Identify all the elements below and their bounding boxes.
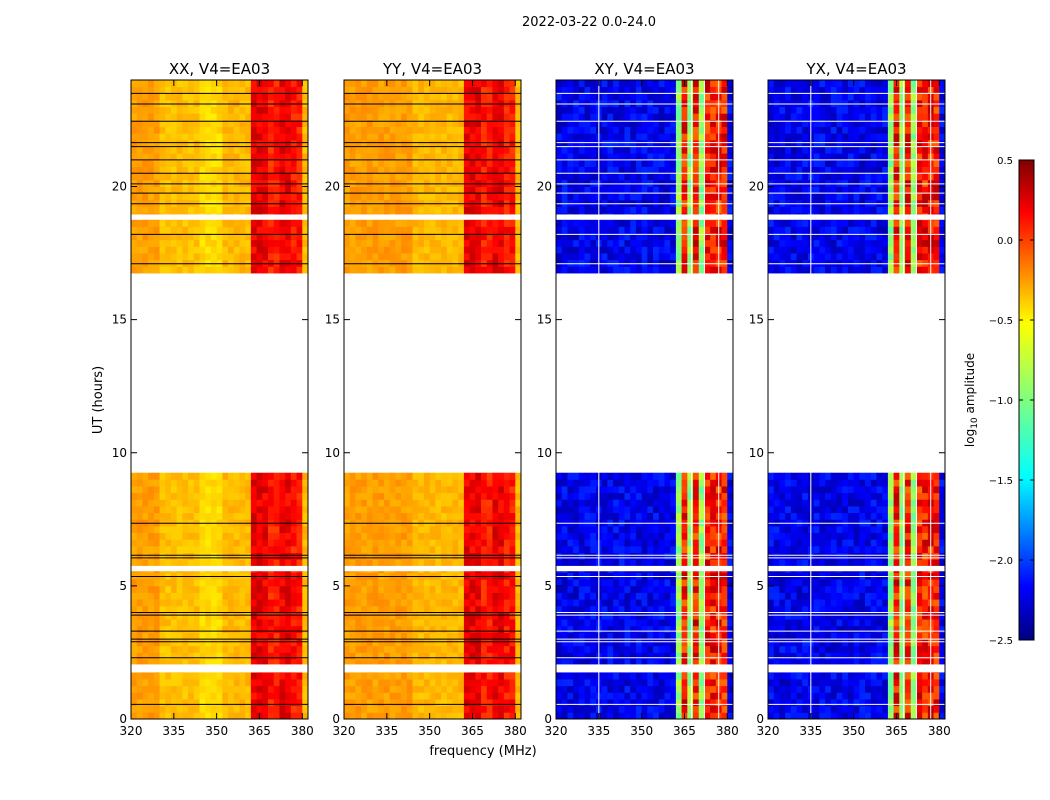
colorbar-tick-label: −1.5 <box>989 476 1013 487</box>
colorbar-tick-label: −0.5 <box>989 316 1013 327</box>
colorbar: 0.5 0.0 −0.5 −1.0 −1.5 −2.0 −2.5 log10 amplitu… <box>963 156 1035 647</box>
colorbar-ticks: 0.5 0.0 −0.5 −1.0 −1.5 −2.0 −2.5 <box>989 156 1034 647</box>
y-tick-label: 5 <box>544 579 552 593</box>
colorbar-label: log10 amplitude <box>963 353 980 447</box>
y-tick-label: 15 <box>537 313 552 327</box>
y-tick-label: 10 <box>112 446 127 460</box>
x-tick-label: 320 <box>120 724 143 738</box>
flagged-band <box>131 565 308 572</box>
x-tick-label: 380 <box>291 724 314 738</box>
flagged-band <box>556 214 733 220</box>
colorbar-tick-label: −1.0 <box>989 396 1013 407</box>
x-tick-label: 350 <box>418 724 441 738</box>
x-axis-label: frequency (MHz) <box>429 744 536 759</box>
flagged-band <box>768 565 945 572</box>
flagged-band <box>768 664 945 673</box>
flagged-band <box>131 664 308 673</box>
y-tick-label: 20 <box>112 180 127 194</box>
x-tick-label: 320 <box>333 724 356 738</box>
y-tick-label: 0 <box>119 712 127 726</box>
flagged-band <box>768 214 945 220</box>
y-axis-label: UT (hours) <box>91 366 106 434</box>
x-tick-label: 365 <box>885 724 908 738</box>
panel-frame <box>555 79 734 720</box>
y-tick-label: 0 <box>756 712 764 726</box>
x-tick-label: 320 <box>545 724 568 738</box>
data-gap <box>556 275 733 471</box>
y-tick-label: 20 <box>749 180 764 194</box>
colorbar-tick-label: −2.0 <box>989 556 1013 567</box>
flagged-band <box>131 214 308 220</box>
colorbar-tick-label: 0.0 <box>997 236 1013 247</box>
x-tick-label: 335 <box>375 724 398 738</box>
x-tick-label: 380 <box>928 724 951 738</box>
y-tick-label: 20 <box>537 180 552 194</box>
x-tick-label: 320 <box>757 724 780 738</box>
panel-title: XX, V4=EA03 <box>169 60 270 78</box>
panel-title: XY, V4=EA03 <box>594 60 694 78</box>
y-tick-label: 10 <box>325 446 340 460</box>
panel-1: XX, V4=EA03 0 5 10 15 20 320 335 350 365 380 <box>112 60 314 738</box>
x-tick-label: 380 <box>716 724 739 738</box>
heatmap-cells <box>344 80 521 719</box>
data-gap <box>768 275 945 471</box>
y-tick-label: 5 <box>756 579 764 593</box>
y-tick-label: 15 <box>749 313 764 327</box>
y-tick-label: 5 <box>332 579 340 593</box>
x-tick-label: 350 <box>205 724 228 738</box>
heatmap-cells <box>131 80 308 719</box>
y-tick-label: 15 <box>112 313 127 327</box>
flagged-band <box>344 214 521 220</box>
flagged-band <box>556 565 733 572</box>
x-tick-label: 365 <box>673 724 696 738</box>
x-tick-label: 350 <box>630 724 653 738</box>
panel-frame <box>767 79 946 720</box>
data-gap <box>344 275 521 471</box>
figure-suptitle: 2022-03-22 0.0-24.0 <box>522 15 656 30</box>
x-tick-label: 335 <box>799 724 822 738</box>
y-tick-label: 0 <box>332 712 340 726</box>
y-tick-label: 0 <box>544 712 552 726</box>
x-tick-label: 365 <box>461 724 484 738</box>
y-tick-label: 10 <box>749 446 764 460</box>
flagged-band <box>556 664 733 673</box>
y-tick-label: 15 <box>325 313 340 327</box>
panel-4: YX, V4=EA03 0 5 10 15 20 320 335 350 365 380 <box>749 60 951 738</box>
x-tick-label: 335 <box>162 724 185 738</box>
x-tick-label: 380 <box>504 724 527 738</box>
panel-title: YY, V4=EA03 <box>382 60 482 78</box>
y-tick-label: 10 <box>537 446 552 460</box>
heatmap-cells <box>768 80 945 719</box>
data-gap <box>131 275 308 471</box>
x-tick-label: 335 <box>587 724 610 738</box>
y-tick-label: 20 <box>325 180 340 194</box>
panel-frame <box>343 79 522 720</box>
panel-title: YX, V4=EA03 <box>805 60 906 78</box>
colorbar-tick-label: −2.5 <box>989 636 1013 647</box>
x-tick-label: 365 <box>248 724 271 738</box>
panel-frame <box>130 79 309 720</box>
y-tick-label: 5 <box>119 579 127 593</box>
heatmap-cells <box>556 80 733 719</box>
panel-2: YY, V4=EA03 0 5 10 15 20 320 335 350 365 380 <box>325 60 527 738</box>
panel-3: XY, V4=EA03 0 5 10 15 20 320 335 350 365 380 <box>537 60 739 738</box>
flagged-band <box>344 664 521 673</box>
flagged-band <box>344 565 521 572</box>
x-tick-label: 350 <box>842 724 865 738</box>
colorbar-tick-label: 0.5 <box>997 156 1013 167</box>
